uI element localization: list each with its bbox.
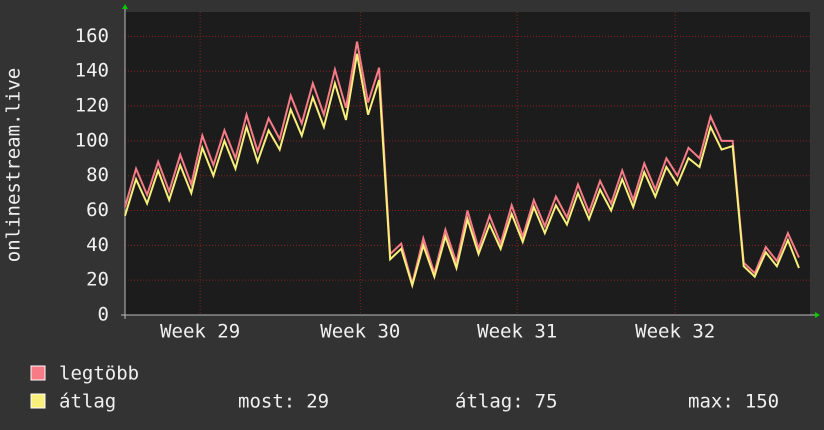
y-tick-label: 120 [75, 95, 109, 117]
y-tick-label: 20 [86, 269, 109, 291]
y-tick-label: 0 [98, 304, 109, 326]
legend-label: átlag [59, 391, 116, 413]
stat-label: max: [688, 391, 734, 413]
x-tick-label: Week 29 [160, 321, 240, 343]
stat-value: 29 [306, 391, 329, 413]
y-tick-label: 100 [75, 129, 109, 151]
stat-value: 75 [535, 391, 558, 413]
stat-label: átlag: [455, 391, 524, 413]
x-tick-label: Week 31 [477, 321, 557, 343]
plot-area [125, 12, 810, 315]
y-tick-label: 140 [75, 60, 109, 82]
legend-swatch [30, 365, 46, 381]
axis-arrow [815, 312, 820, 318]
y-axis-label: onlinestream.live [3, 68, 25, 262]
legend-swatch [30, 393, 46, 409]
axis-arrow [122, 4, 128, 9]
series-line [124, 53, 800, 289]
x-tick-label: Week 30 [320, 321, 400, 343]
x-tick-label: Week 32 [635, 321, 715, 343]
stat-value: 150 [745, 391, 779, 413]
y-tick-label: 60 [86, 199, 109, 221]
legend-label: legtöbb [59, 363, 139, 385]
stat-label: most: [238, 391, 295, 413]
y-tick-label: 160 [75, 25, 109, 47]
series-line [124, 41, 800, 288]
y-tick-label: 80 [86, 164, 109, 186]
y-tick-label: 40 [86, 234, 109, 256]
